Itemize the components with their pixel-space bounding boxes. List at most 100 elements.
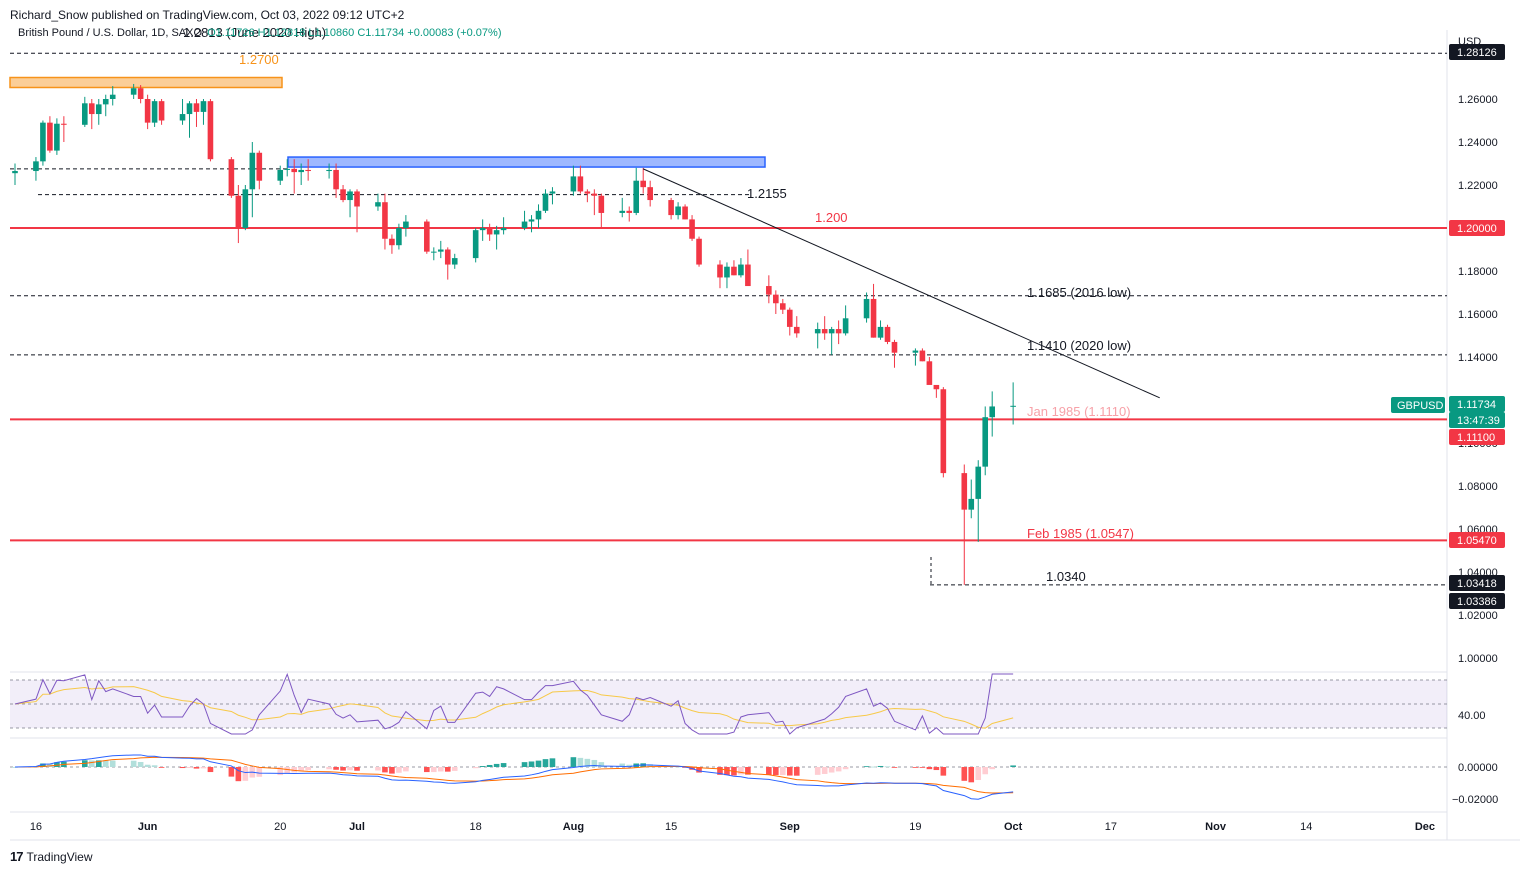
candle-body[interactable] [598, 195, 605, 213]
candle-body[interactable] [773, 294, 779, 304]
candle-body[interactable] [158, 101, 165, 121]
candle-body[interactable] [933, 384, 940, 390]
candle-body[interactable] [786, 309, 793, 327]
candle-body[interactable] [675, 206, 681, 216]
candle-body[interactable] [542, 193, 549, 211]
candle-body[interactable] [989, 406, 995, 418]
candle-body[interactable] [144, 99, 151, 123]
candle-body[interactable] [403, 221, 409, 228]
candle-body[interactable] [305, 169, 311, 172]
candle-body[interactable] [88, 103, 95, 115]
candle-body[interactable] [717, 264, 723, 278]
candle-body[interactable] [821, 329, 828, 334]
candle-body[interactable] [1010, 405, 1016, 407]
candle-body[interactable] [130, 88, 137, 95]
candle-body[interactable] [982, 417, 989, 467]
candle-body[interactable] [584, 191, 591, 194]
candle-body[interactable] [633, 180, 640, 213]
candle-body[interactable] [940, 389, 947, 474]
candle-body[interactable] [193, 103, 200, 112]
candle-body[interactable] [340, 189, 346, 201]
tradingview-logo[interactable]: 17 TradingView [10, 849, 93, 864]
candle-body[interactable] [793, 326, 800, 334]
candle-body[interactable] [207, 101, 214, 160]
candle-body[interactable] [975, 466, 982, 499]
candle-body[interactable] [731, 266, 737, 276]
candle-body[interactable] [835, 329, 842, 334]
candle-body[interactable] [828, 329, 835, 334]
candle-body[interactable] [577, 176, 584, 192]
candle-body[interactable] [500, 228, 507, 231]
candle-body[interactable] [842, 318, 849, 334]
candle-body[interactable] [486, 228, 493, 235]
candle-body[interactable] [724, 266, 730, 278]
candle-body[interactable] [682, 206, 688, 220]
candle-body[interactable] [668, 200, 674, 216]
candle-body[interactable] [40, 122, 46, 162]
candle-body[interactable] [689, 219, 695, 239]
symbol-badge[interactable]: GBPUSD [1397, 400, 1444, 412]
candle-body[interactable] [535, 210, 542, 220]
candle-body[interactable] [912, 350, 919, 353]
candle-body[interactable] [54, 123, 60, 151]
candle-body[interactable] [375, 202, 381, 207]
candle-body[interactable] [472, 230, 479, 259]
price-axis[interactable]: USD1.260001.240001.220001.200001.180001.… [1391, 36, 1505, 665]
candle-body[interactable] [444, 249, 451, 265]
candle-body[interactable] [626, 210, 633, 213]
candle-body[interactable] [61, 123, 67, 125]
candle-body[interactable] [431, 251, 437, 253]
candle-body[interactable] [738, 264, 744, 276]
candle-body[interactable] [570, 176, 577, 192]
candle-body[interactable] [424, 221, 430, 252]
candle-body[interactable] [814, 329, 821, 334]
candle-body[interactable] [968, 498, 975, 510]
candle-body[interactable] [256, 152, 263, 181]
candle-body[interactable] [47, 122, 53, 151]
candle-body[interactable] [284, 168, 291, 170]
candle-body[interactable] [109, 94, 116, 99]
resistance-trendline[interactable] [642, 168, 1160, 399]
zone-rect-1[interactable] [287, 156, 766, 168]
candle-body[interactable] [235, 195, 242, 228]
candle-body[interactable] [549, 191, 556, 194]
candle-body[interactable] [382, 202, 388, 239]
candle-body[interactable] [696, 238, 702, 265]
candle-body[interactable] [249, 152, 256, 190]
candle-body[interactable] [151, 101, 158, 123]
candle-body[interactable] [919, 350, 926, 362]
candle-body[interactable] [137, 88, 144, 99]
candle-body[interactable] [33, 161, 39, 172]
candle-body[interactable] [926, 361, 933, 385]
candle-body[interactable] [396, 228, 402, 246]
candle-body[interactable] [298, 169, 304, 173]
candle-body[interactable] [591, 193, 598, 196]
candle-body[interactable] [647, 187, 653, 201]
candle-body[interactable] [186, 103, 193, 115]
candle-body[interactable] [333, 169, 339, 190]
trendline-layer[interactable] [642, 168, 1160, 399]
candle-body[interactable] [780, 303, 786, 310]
candle-body[interactable] [200, 101, 207, 112]
candle-body[interactable] [745, 264, 751, 287]
candle-body[interactable] [640, 180, 646, 188]
candle-body[interactable] [451, 258, 458, 265]
candle-body[interactable] [493, 230, 500, 235]
candle-body[interactable] [95, 104, 102, 115]
candle-body[interactable] [891, 341, 898, 353]
candle-body[interactable] [228, 159, 235, 196]
candle-body[interactable] [12, 171, 18, 174]
time-axis[interactable]: 16 Jun 20 Jul 18 Aug 15 Sep 19 Oct 17 Nov 14 Dec [30, 821, 1435, 833]
candle-body[interactable] [389, 238, 395, 246]
candle-body[interactable] [82, 103, 88, 125]
candle-body[interactable] [277, 169, 284, 181]
candle-body[interactable] [528, 219, 535, 222]
candle-body[interactable] [354, 191, 360, 207]
candle-body[interactable] [870, 298, 877, 338]
candle-body[interactable] [766, 286, 772, 295]
candle-body[interactable] [242, 189, 249, 228]
candle-body[interactable] [479, 228, 486, 231]
candle-body[interactable] [521, 221, 528, 228]
candle-body[interactable] [326, 169, 332, 172]
